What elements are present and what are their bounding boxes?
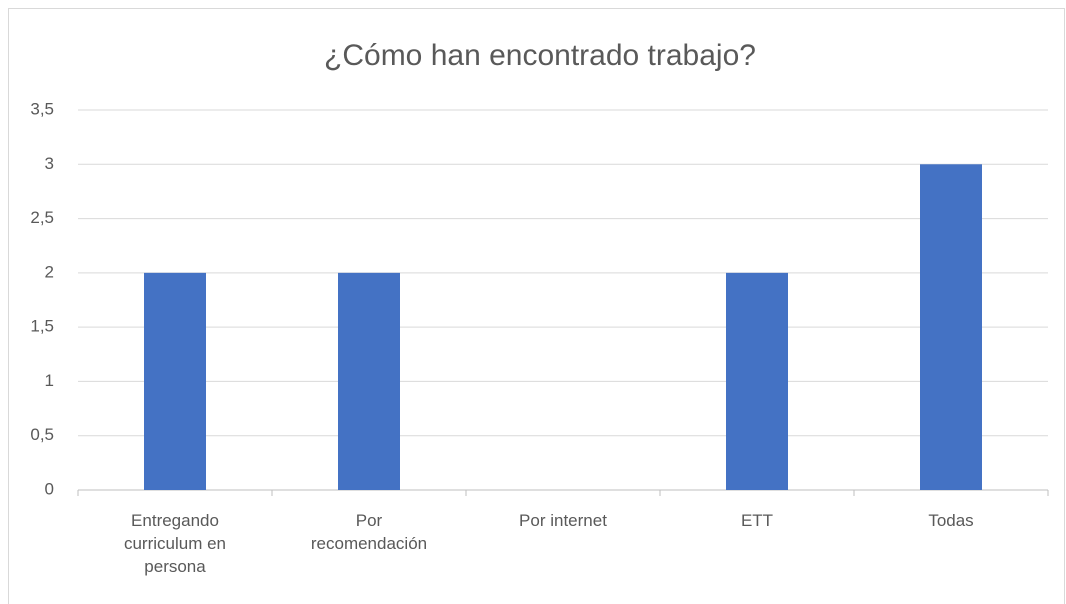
y-tick-label: 2,5 [30, 208, 54, 227]
x-tick-label: Todas [928, 511, 973, 530]
x-tick-label: Por recomendación [311, 511, 427, 553]
bar [144, 272, 206, 490]
x-tick-label: ETT [741, 511, 773, 530]
y-tick-label: 3,5 [30, 99, 54, 118]
y-tick-label: 3 [45, 154, 54, 173]
y-tick-label: 1,5 [30, 317, 54, 336]
x-tick-label: Entregando curriculum en persona [124, 511, 226, 576]
bar [920, 164, 982, 491]
y-tick-label: 0,5 [30, 425, 54, 444]
y-tick-label: 1 [45, 371, 54, 390]
y-tick-label: 2 [45, 262, 54, 281]
x-tick-label: Por internet [519, 511, 607, 530]
chart-title: ¿Cómo han encontrado trabajo? [324, 39, 756, 72]
bar [338, 272, 400, 490]
y-tick-label: 0 [45, 479, 54, 498]
bar [726, 272, 788, 490]
